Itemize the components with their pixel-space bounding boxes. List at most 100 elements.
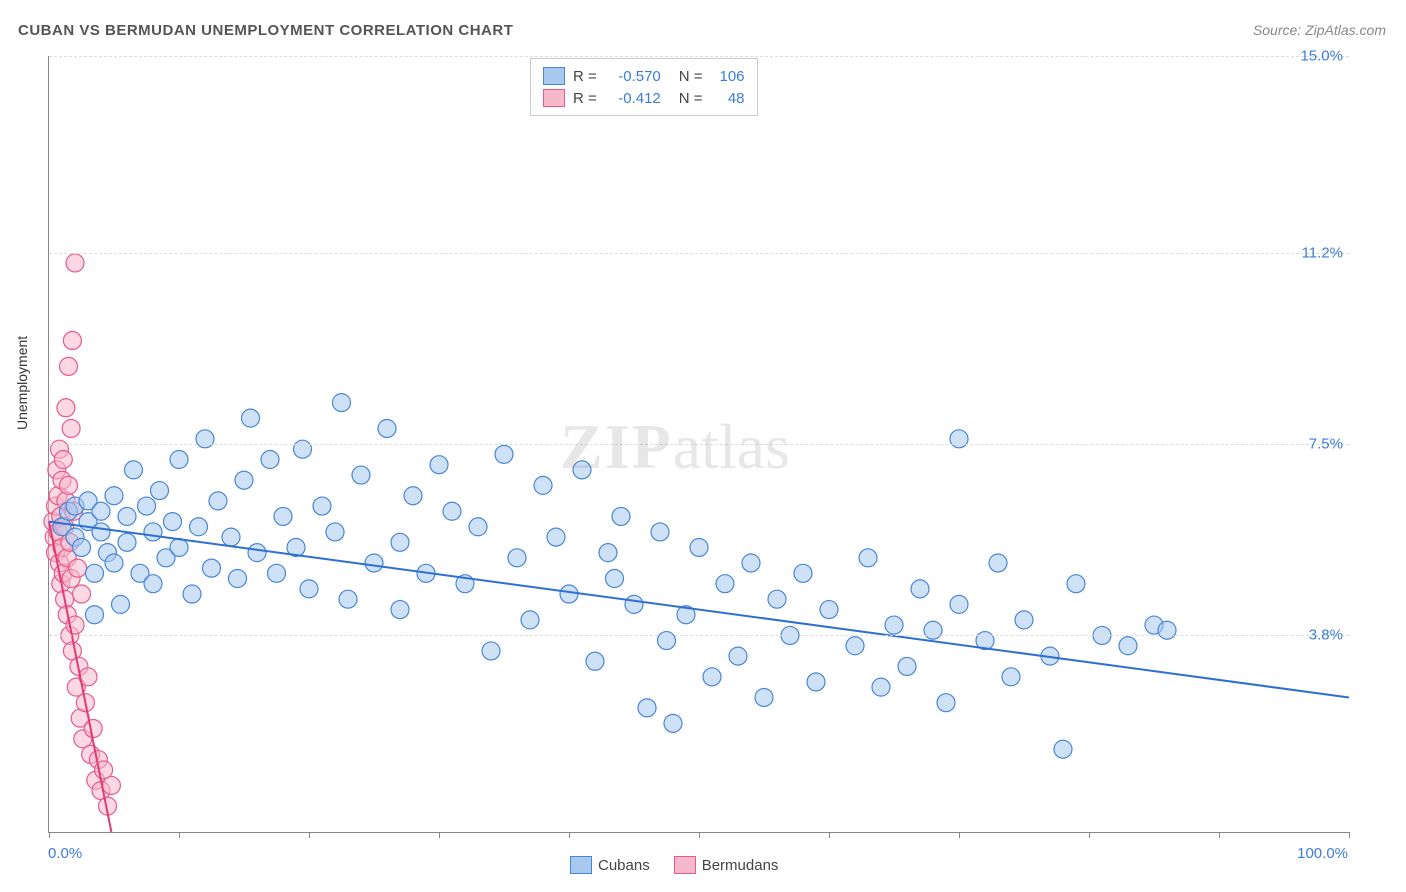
cubans-point: [105, 554, 123, 572]
cubans-point: [950, 430, 968, 448]
cubans-point: [658, 632, 676, 650]
cubans-point: [391, 533, 409, 551]
cubans-point: [378, 419, 396, 437]
legend-row-cubans: R =-0.570N =106: [543, 65, 745, 87]
cubans-point: [924, 621, 942, 639]
y-axis-label: Unemployment: [14, 336, 30, 430]
cubans-point: [86, 606, 104, 624]
bermudans-point: [57, 399, 75, 417]
cubans-point: [92, 523, 110, 541]
cubans-point: [183, 585, 201, 603]
cubans-point: [170, 451, 188, 469]
cubans-point: [300, 580, 318, 598]
cubans-point: [404, 487, 422, 505]
cubans-point: [92, 502, 110, 520]
cubans-point: [846, 637, 864, 655]
x-tick: [829, 832, 830, 838]
cubans-point: [820, 601, 838, 619]
cubans-point: [729, 647, 747, 665]
chart-title: CUBAN VS BERMUDAN UNEMPLOYMENT CORRELATI…: [18, 22, 513, 39]
bermudans-point: [66, 254, 84, 272]
cubans-point: [690, 538, 708, 556]
bermudans-point: [102, 776, 120, 794]
cubans-point: [261, 451, 279, 469]
cubans-point: [872, 678, 890, 696]
cubans-point: [352, 466, 370, 484]
cubans-point: [573, 461, 591, 479]
y-tick-label: 7.5%: [1309, 436, 1343, 453]
cubans-point: [794, 564, 812, 582]
cubans-point: [274, 507, 292, 525]
cubans-point: [937, 694, 955, 712]
cubans-point: [326, 523, 344, 541]
gridline: [49, 635, 1349, 636]
cubans-point: [333, 394, 351, 412]
cubans-point: [196, 430, 214, 448]
y-tick-label: 3.8%: [1309, 627, 1343, 644]
chart-plot-area: 3.8%7.5%11.2%15.0%: [48, 56, 1349, 833]
cubans-point: [105, 487, 123, 505]
n-label: N =: [679, 90, 703, 107]
bermudans-legend-label: Bermudans: [702, 857, 779, 874]
cubans-point: [898, 657, 916, 675]
cubans-point: [365, 554, 383, 572]
cubans-point: [560, 585, 578, 603]
bermudans-point: [73, 585, 91, 603]
cubans-point: [138, 497, 156, 515]
x-tick: [1349, 832, 1350, 838]
cubans-point: [1158, 621, 1176, 639]
cubans-point: [209, 492, 227, 510]
cubans-point: [443, 502, 461, 520]
cubans-point: [118, 507, 136, 525]
cubans-point: [430, 456, 448, 474]
cubans-point: [534, 476, 552, 494]
cubans-legend-label: Cubans: [598, 857, 650, 874]
r-label: R =: [573, 68, 597, 85]
cubans-point: [144, 523, 162, 541]
source-attribution: Source: ZipAtlas.com: [1253, 22, 1386, 38]
legend-row-bermudans: R =-0.412N =48: [543, 87, 745, 109]
cubans-point: [268, 564, 286, 582]
cubans-point: [1002, 668, 1020, 686]
cubans-point: [586, 652, 604, 670]
cubans-point: [1119, 637, 1137, 655]
cubans-point: [950, 595, 968, 613]
cubans-point: [294, 440, 312, 458]
cubans-point: [248, 544, 266, 562]
cubans-point: [859, 549, 877, 567]
n-label: N =: [679, 68, 703, 85]
bermudans-point: [62, 419, 80, 437]
cubans-swatch-icon: [543, 67, 565, 85]
cubans-point: [313, 497, 331, 515]
legend-item-bermudans: Bermudans: [674, 856, 779, 874]
x-axis-min-label: 0.0%: [48, 845, 82, 862]
cubans-point: [86, 564, 104, 582]
n-value-cubans: 106: [711, 68, 745, 85]
x-tick: [1089, 832, 1090, 838]
cubans-point: [73, 538, 91, 556]
x-tick: [439, 832, 440, 838]
cubans-point: [742, 554, 760, 572]
correlation-legend: R =-0.570N =106R =-0.412N =48: [530, 58, 758, 116]
x-tick: [179, 832, 180, 838]
cubans-point: [807, 673, 825, 691]
cubans-point: [144, 575, 162, 593]
cubans-point: [1067, 575, 1085, 593]
cubans-point: [391, 601, 409, 619]
x-axis-max-label: 100.0%: [1297, 845, 1348, 862]
cubans-point: [339, 590, 357, 608]
source-prefix: Source:: [1253, 22, 1305, 38]
legend-item-cubans: Cubans: [570, 856, 650, 874]
cubans-point: [651, 523, 669, 541]
y-tick-label: 11.2%: [1302, 244, 1343, 261]
bermudans-point: [60, 476, 78, 494]
cubans-point: [625, 595, 643, 613]
cubans-point: [716, 575, 734, 593]
gridline: [49, 253, 1349, 254]
cubans-point: [118, 533, 136, 551]
x-tick: [49, 832, 50, 838]
bermudans-point: [60, 357, 78, 375]
cubans-point: [235, 471, 253, 489]
cubans-point: [989, 554, 1007, 572]
y-tick-label: 15.0%: [1300, 48, 1343, 65]
